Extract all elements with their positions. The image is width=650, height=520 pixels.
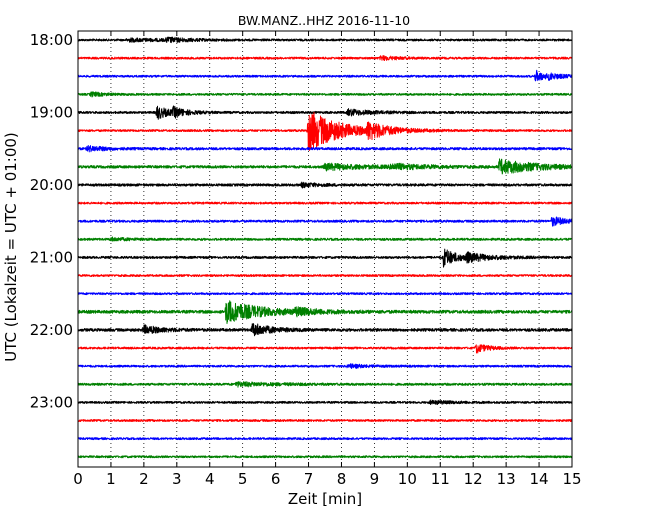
trace-20:30	[77, 216, 573, 227]
trace-19:00	[77, 105, 573, 120]
y-tick-label-19:00: 19:00	[30, 103, 73, 121]
y-tick-label-23:00: 23:00	[30, 393, 73, 411]
x-tick-label-4: 4	[205, 470, 215, 488]
y-axis-ticks: 18:00 19:00 20:00 21:00 22:00 23:00	[30, 31, 572, 411]
trace-22:30	[77, 363, 573, 369]
x-tick-label-13: 13	[497, 470, 516, 488]
y-tick-label-22:00: 22:00	[30, 321, 73, 339]
x-tick-label-1: 1	[106, 470, 116, 488]
trace-19:15	[77, 112, 573, 152]
trace-22:00	[77, 323, 573, 337]
trace-23:30	[77, 437, 573, 441]
trace-18:00	[77, 36, 573, 44]
trace-21:45	[77, 300, 573, 324]
trace-20:45	[77, 236, 573, 242]
trace-18:15	[77, 55, 573, 62]
x-tick-label-15: 15	[562, 470, 581, 488]
x-tick-label-14: 14	[530, 470, 549, 488]
trace-21:30	[77, 292, 573, 296]
x-tick-label-2: 2	[139, 470, 149, 488]
x-tick-label-8: 8	[337, 470, 347, 488]
x-tick-label-3: 3	[172, 470, 182, 488]
trace-18:30	[77, 69, 573, 82]
x-axis-title: Zeit [min]	[288, 490, 362, 508]
trace-23:00	[77, 399, 573, 405]
trace-22:15	[77, 344, 573, 354]
y-tick-label-18:00: 18:00	[30, 31, 73, 49]
x-tick-label-9: 9	[370, 470, 380, 488]
trace-23:15	[77, 419, 573, 423]
trace-23:45	[77, 455, 573, 459]
x-axis-ticks: 0 1 2 3 4 5 6 7 8 9 10 11 12 13 14 15	[73, 31, 582, 488]
trace-21:00	[77, 248, 573, 268]
trace-22:45	[77, 381, 573, 388]
x-tick-label-0: 0	[73, 470, 83, 488]
x-tick-label-11: 11	[431, 470, 450, 488]
x-tick-label-10: 10	[398, 470, 417, 488]
x-tick-label-7: 7	[304, 470, 314, 488]
x-tick-label-6: 6	[271, 470, 281, 488]
y-tick-label-20:00: 20:00	[30, 176, 73, 194]
trace-19:45	[77, 158, 573, 175]
y-axis-title: UTC (Lokalzeit = UTC + 01:00)	[2, 132, 20, 362]
x-tick-label-12: 12	[464, 470, 483, 488]
trace-18:45	[77, 91, 573, 98]
trace-group	[77, 36, 573, 459]
trace-20:15	[77, 201, 573, 205]
y-tick-label-21:00: 21:00	[30, 248, 73, 266]
grid-lines	[110, 31, 540, 467]
trace-19:30	[77, 145, 573, 153]
plot-frame	[77, 30, 573, 468]
trace-20:00	[77, 181, 573, 189]
trace-21:15	[77, 274, 573, 278]
x-tick-label-5: 5	[238, 470, 248, 488]
chart-title: BW.MANZ..HHZ 2016-11-10	[238, 13, 410, 28]
